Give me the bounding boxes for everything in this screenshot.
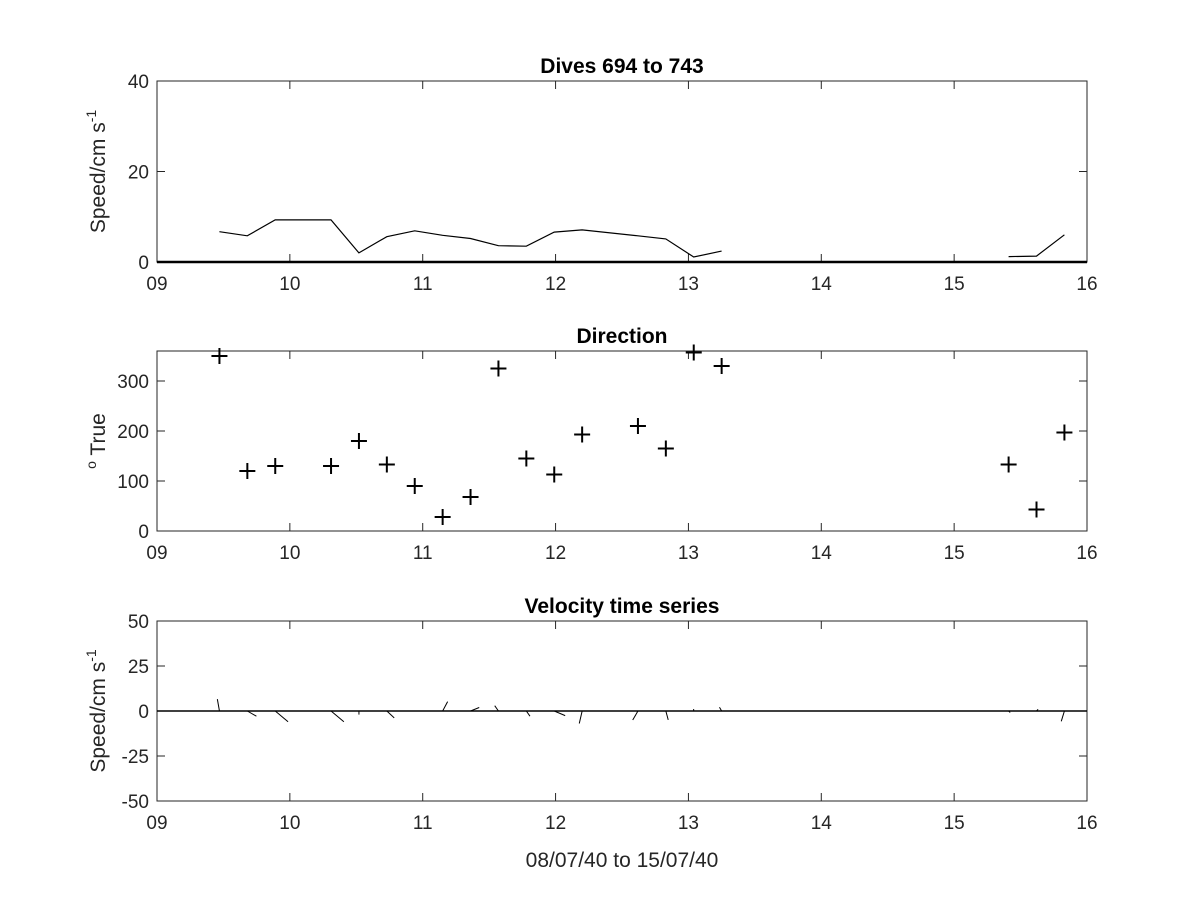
- x-tick-label: 15: [944, 813, 965, 834]
- velocity-stick: [525, 710, 531, 717]
- y-axis-label: Speed/cm s-1: [83, 110, 110, 234]
- velocity-stick: [665, 710, 669, 720]
- velocity-stick: [719, 707, 723, 712]
- x-tick-label: 13: [678, 274, 699, 295]
- velocity-stick: [578, 710, 583, 724]
- x-tick-label: 10: [279, 274, 300, 295]
- velocity-stick: [330, 710, 345, 723]
- x-tick-label: 15: [944, 274, 965, 295]
- x-tick-label: 13: [678, 813, 699, 834]
- velocity-stick: [1008, 710, 1011, 713]
- chart-title: Dives 694 to 743: [540, 55, 703, 78]
- x-axis-label: 08/07/40 to 15/07/40: [526, 849, 719, 872]
- velocity-stick: [470, 707, 480, 712]
- y-tick-label: 200: [117, 422, 149, 443]
- direction-point: [574, 426, 591, 443]
- direction-point: [462, 489, 479, 505]
- velocity-stick: [216, 699, 220, 712]
- direction-point: [518, 450, 535, 467]
- y-axis-label-sup: -1: [83, 649, 99, 662]
- panel-1: 09 10 11 12 13 14 15 16 0 20 40 Dives 694 to 743 Spe…: [83, 55, 1098, 295]
- direction-point: [685, 344, 702, 361]
- y-axis-label-sup: o: [83, 461, 99, 469]
- direction-point: [406, 478, 423, 494]
- y-tick-label: 50: [128, 612, 149, 633]
- velocity-stick: [1060, 710, 1065, 722]
- y-tick-label: 25: [128, 657, 149, 678]
- velocity-stick: [386, 710, 395, 719]
- x-tick-label: 09: [146, 813, 167, 834]
- velocity-stick: [442, 701, 449, 712]
- x-tick-label: 10: [279, 543, 300, 564]
- speed-series-line-1: [219, 219, 722, 258]
- x-tick-label: 12: [545, 813, 566, 834]
- y-axis-label-main: Speed/cm s: [87, 122, 110, 233]
- y-tick-label: 0: [138, 253, 149, 274]
- panel-2: 09 10 11 12 13 14 15 16 0 100 200 300 Direction o Tru…: [83, 325, 1098, 564]
- y-tick-label: 100: [117, 472, 149, 493]
- direction-point: [1028, 501, 1045, 518]
- axes-box: [156, 80, 1088, 263]
- velocity-stick: [494, 705, 499, 712]
- direction-point: [1056, 424, 1073, 441]
- x-tick-label: 11: [413, 543, 433, 564]
- direction-point: [657, 440, 674, 457]
- x-tick-label: 11: [413, 274, 433, 295]
- direction-point: [378, 456, 395, 473]
- y-tick-label: 40: [128, 72, 149, 93]
- y-axis-label-main: Speed/cm s: [87, 662, 110, 773]
- direction-point: [1000, 456, 1017, 473]
- y-tick-label: -25: [122, 747, 149, 768]
- chart-title: Velocity time series: [525, 595, 720, 618]
- velocity-stick: [247, 710, 257, 717]
- x-tick-label: 13: [678, 543, 699, 564]
- y-axis-label-main: True: [87, 413, 110, 461]
- x-tick-label: 14: [811, 543, 833, 564]
- x-tick-label: 16: [1076, 274, 1097, 295]
- x-tick-label: 10: [279, 813, 300, 834]
- panel-3: 09 10 11 12 13 14 15 16 -50 -25 0 25 50 Velocity time…: [83, 595, 1098, 872]
- x-tick-label: 14: [811, 274, 833, 295]
- direction-point: [350, 433, 367, 449]
- y-axis-label: Speed/cm s-1: [83, 649, 110, 773]
- velocity-stick: [1036, 708, 1039, 712]
- y-tick-label: 20: [128, 163, 149, 184]
- y-axis-label: o True: [83, 413, 110, 469]
- y-tick-label: -50: [122, 792, 149, 813]
- direction-point: [434, 509, 451, 525]
- direction-point: [239, 463, 256, 479]
- direction-point: [713, 358, 730, 374]
- y-tick-label: 300: [117, 372, 149, 393]
- direction-point: [267, 458, 284, 474]
- direction-point: [629, 418, 646, 434]
- direction-point: [490, 360, 507, 377]
- x-tick-label: 15: [944, 543, 965, 564]
- axes-box: [156, 350, 1088, 532]
- x-tick-label: 12: [545, 543, 566, 564]
- y-tick-label: 0: [138, 522, 149, 543]
- x-tick-label: 09: [146, 274, 167, 295]
- x-tick-label: 16: [1076, 813, 1097, 834]
- x-tick-label: 09: [146, 543, 167, 564]
- chart-title: Direction: [576, 325, 667, 348]
- x-tick-label: 12: [545, 274, 566, 295]
- direction-point: [211, 348, 228, 364]
- x-tick-label: 11: [413, 813, 433, 834]
- velocity-stick: [632, 710, 639, 721]
- x-tick-label: 16: [1076, 543, 1097, 564]
- velocity-stick: [554, 710, 566, 717]
- y-axis-label-sup: -1: [83, 110, 99, 123]
- direction-point: [546, 466, 563, 483]
- direction-point: [323, 458, 340, 474]
- velocity-stick: [274, 710, 289, 723]
- y-tick-label: 0: [138, 702, 149, 723]
- x-tick-label: 14: [811, 813, 833, 834]
- speed-series-line-2: [1008, 234, 1065, 258]
